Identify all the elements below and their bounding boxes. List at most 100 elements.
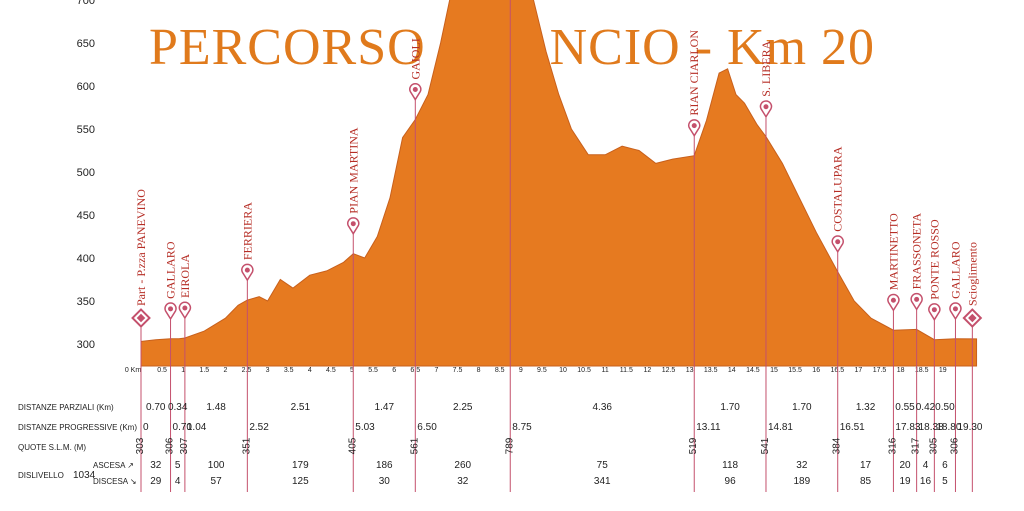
altitude-value: 384 (832, 437, 843, 454)
descent-value: 19 (899, 476, 911, 487)
x-tick-label: 15.5 (788, 367, 802, 374)
partial-distance: 0.70 (146, 402, 166, 413)
waypoint-label: MARTINETTO (886, 213, 900, 290)
partial-distance: 1.70 (792, 402, 812, 413)
progressive-distance: 18.80 (936, 422, 961, 433)
elevation-area (140, 0, 978, 367)
descent-value: 57 (211, 476, 223, 487)
x-tick-label: 14 (728, 367, 736, 374)
x-tick-label: 9.5 (537, 367, 547, 374)
x-tick-label: 11 (602, 367, 609, 374)
y-tick-label: 500 (77, 167, 95, 179)
partial-distance: 1.47 (375, 402, 395, 413)
x-tick-label: 8 (477, 367, 481, 374)
x-tick-label: 4.5 (326, 367, 336, 374)
row-label-quote: QUOTE S.L.M. (M) (18, 443, 86, 452)
waypoint-pin-dot (182, 305, 188, 311)
y-tick-label: 650 (77, 38, 95, 50)
x-tick-label: 9 (519, 367, 523, 374)
y-tick-label: 450 (77, 210, 95, 222)
altitude-value: 351 (241, 437, 252, 454)
ascent-value: 5 (175, 460, 181, 471)
progressive-distance: 18.38 (919, 422, 944, 433)
altitude-value: 316 (887, 437, 898, 454)
y-tick-label: 350 (77, 296, 95, 308)
altitude-value: 317 (911, 437, 922, 454)
progressive-distance: 6.50 (417, 422, 437, 433)
partial-distance: 2.51 (291, 402, 311, 413)
x-tick-label: 1 (181, 367, 185, 374)
y-tick-label: 400 (77, 253, 95, 265)
descent-value: 4 (175, 476, 181, 487)
waypoint-diamond-core (968, 313, 977, 323)
progressive-distance: 2.52 (249, 422, 269, 433)
progressive-distance: 0.70 (173, 422, 193, 433)
descent-value: 341 (594, 476, 611, 487)
waypoint-label: EIROLA (178, 254, 192, 298)
x-tick-label: 4 (308, 367, 312, 374)
partial-distance: 0.55 (895, 402, 915, 413)
waypoint-pin-dot (350, 221, 356, 227)
waypoint-label: PIAN MARTINA (346, 127, 360, 214)
x-tick-label: 3.5 (284, 367, 294, 374)
waypoint-pin-dot (412, 87, 418, 93)
ascent-value: 4 (923, 460, 929, 471)
altitude-value: 519 (688, 437, 699, 454)
waypoint-label: FERRIERA (240, 202, 254, 260)
x-tick-label: 7.5 (453, 367, 463, 374)
ascent-value: 75 (597, 460, 609, 471)
x-tick-label: 2 (223, 367, 227, 374)
waypoint-pin-dot (763, 104, 769, 110)
waypoint-label: RIAN CIARLON (687, 30, 701, 116)
descent-value: 5 (942, 476, 948, 487)
descent-value: 29 (150, 476, 162, 487)
altitude-value: 306 (949, 437, 960, 454)
descent-value: 16 (920, 476, 932, 487)
descent-value: 85 (860, 476, 872, 487)
ascent-value: 32 (796, 460, 808, 471)
partial-distance: 0.42 (916, 402, 936, 413)
waypoint-label: Part - P.zza PANEVINO (134, 189, 148, 306)
waypoint-label: Scioglimento (965, 242, 979, 306)
altitude-value: 303 (135, 437, 146, 454)
x-tick-label: 10.5 (577, 367, 591, 374)
progressive-distance: 1.04 (187, 422, 207, 433)
row-label-partial: DISTANZE PARZIALI (Km) (18, 403, 114, 412)
progressive-distance: 8.75 (512, 422, 532, 433)
ascent-value: 6 (942, 460, 948, 471)
x-tick-label: 15 (770, 367, 778, 374)
altitude-value: 405 (347, 437, 358, 454)
partial-distance: 1.70 (720, 402, 740, 413)
y-tick-label: 300 (77, 339, 95, 351)
progressive-distance: 19.30 (957, 422, 982, 433)
altitude-value: 306 (165, 437, 176, 454)
x-tick-label: 11.5 (620, 367, 633, 374)
x-tick-label: 17 (855, 367, 863, 374)
y-tick-label: 550 (77, 124, 95, 136)
x-tick-label: 18 (897, 367, 905, 374)
waypoint-pin-dot (244, 267, 250, 273)
waypoint-pin-dot (835, 239, 841, 245)
dislivello-total: 1034 (73, 470, 96, 481)
waypoint-label: FRASSONETA (910, 213, 924, 290)
x-tick-label: 10 (559, 367, 567, 374)
partial-distance: 0.50 (935, 402, 955, 413)
progressive-distance: 16.51 (840, 422, 865, 433)
partial-distance: 2.25 (453, 402, 473, 413)
descent-value: 125 (292, 476, 309, 487)
row-label-discesa: DISCESA ↘ (93, 477, 137, 486)
partial-distance: 0.34 (168, 402, 188, 413)
partial-distance: 1.48 (206, 402, 226, 413)
descent-value: 30 (379, 476, 391, 487)
row-label-progressive: DISTANZE PROGRESSIVE (Km) (18, 423, 137, 432)
ascent-value: 179 (292, 460, 309, 471)
altitude-value: 541 (760, 437, 771, 454)
progressive-distance: 14.81 (768, 422, 793, 433)
y-tick-label: 700 (77, 0, 95, 7)
ascent-value: 260 (454, 460, 471, 471)
x-tick-label: 17.5 (873, 367, 887, 374)
x-tick-label: 3 (266, 367, 270, 374)
x-tick-label: 12.5 (662, 367, 676, 374)
waypoint-diamond-core (136, 313, 146, 323)
